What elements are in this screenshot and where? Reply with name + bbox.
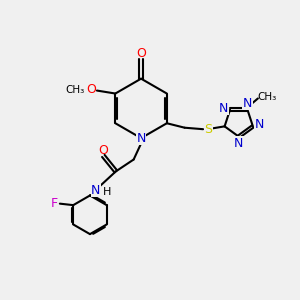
Text: N: N	[219, 102, 228, 115]
Text: O: O	[136, 47, 146, 60]
Text: N: N	[91, 184, 101, 196]
Text: O: O	[98, 143, 108, 157]
Text: F: F	[50, 196, 58, 210]
Text: S: S	[204, 123, 212, 136]
Text: CH₃: CH₃	[257, 92, 276, 102]
Text: N: N	[234, 137, 243, 150]
Text: H: H	[103, 187, 111, 197]
Text: N: N	[243, 97, 252, 110]
Text: CH₃: CH₃	[65, 85, 84, 95]
Text: N: N	[255, 118, 264, 131]
Text: O: O	[86, 83, 96, 97]
Text: N: N	[136, 132, 146, 145]
